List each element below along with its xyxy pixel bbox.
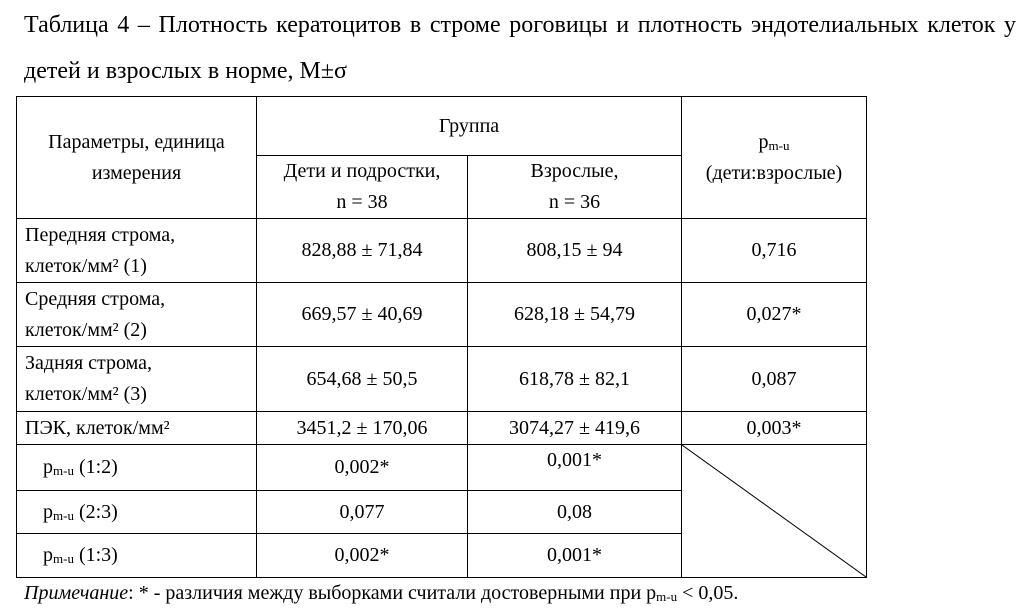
param-cell: Задняя строма, клеток/мм² (3) bbox=[16, 346, 257, 412]
value-cell: 0,001* bbox=[467, 533, 682, 578]
p-note: (дети:взрослые) bbox=[705, 161, 843, 184]
data-row: Средняя строма, клеток/мм² (2) 669,57 ± 40… bbox=[16, 282, 867, 347]
param-line: клеток/мм² (3) bbox=[25, 383, 147, 405]
header-line: Дети и подростки, bbox=[283, 160, 441, 182]
value-cell: 654,68 ± 50,5 bbox=[256, 346, 468, 412]
param-line: клеток/мм² (1) bbox=[25, 254, 147, 277]
header-line: Параметры, единица bbox=[48, 130, 225, 153]
note: Примечание: * - различия между выборками… bbox=[24, 578, 738, 608]
value-cell: 3074,27 ± 419,6 bbox=[467, 411, 682, 445]
data-table: Параметры, единица измерения Группа pm-u… bbox=[16, 96, 867, 578]
note-label: Примечание bbox=[24, 582, 129, 604]
value-cell: 808,15 ± 94 bbox=[467, 218, 682, 283]
value-cell: 0,08 bbox=[467, 490, 682, 534]
value-cell: 0,002* bbox=[256, 533, 468, 578]
header-line: Взрослые, bbox=[530, 160, 619, 182]
value-cell: 0,087 bbox=[681, 346, 867, 412]
adults-header: Взрослые, n = 36 bbox=[467, 155, 682, 219]
p-sub: m-u bbox=[768, 137, 790, 153]
diagonal bbox=[682, 445, 866, 577]
comparison-label: pm-u (2:3) bbox=[16, 490, 257, 534]
p-base: p bbox=[43, 500, 53, 523]
p-base: p bbox=[43, 544, 53, 566]
param-line: Передняя строма, bbox=[25, 223, 176, 246]
value-cell: 628,18 ± 54,79 bbox=[467, 282, 682, 347]
p-header: pm-u (дети:взрослые) bbox=[681, 96, 867, 219]
data-row: Задняя строма, клеток/мм² (3) 654,68 ± 50,… bbox=[16, 346, 867, 412]
comparison-row: pm-u (1:3) 0,002* 0,001* bbox=[16, 533, 867, 578]
value-cell: 828,88 ± 71,84 bbox=[256, 218, 468, 283]
pair: (1:2) bbox=[78, 456, 118, 478]
comparison-label: pm-u (1:3) bbox=[16, 533, 257, 578]
note-tail: < 0,05. bbox=[682, 582, 739, 604]
param-line: Средняя строма, bbox=[25, 287, 166, 310]
data-row: ПЭК, клеток/мм² 3451,2 ± 170,06 3074,27 ± … bbox=[16, 411, 867, 445]
note-p: p bbox=[646, 582, 657, 604]
header-line: измерения bbox=[91, 161, 182, 184]
data-row: Передняя строма, клеток/мм² (1) 828,88 ± 7… bbox=[16, 218, 867, 283]
comparison-label: pm-u (1:2) bbox=[16, 444, 257, 491]
header-row: Дети и подростки, n = 38 Взрослые, n = 3… bbox=[17, 155, 867, 219]
header-line: n = 38 bbox=[336, 191, 388, 213]
param-header: Параметры, единица измерения bbox=[16, 96, 257, 219]
comparison-row: pm-u (1:2) 0,002* 0,001* bbox=[16, 444, 867, 578]
value-cell: 669,57 ± 40,69 bbox=[256, 282, 468, 347]
comparison-row: pm-u (2:3) 0,077 0,08 bbox=[16, 490, 867, 534]
value-cell: 0,027* bbox=[681, 282, 867, 347]
note-text: : * - различия между выборками считали д… bbox=[128, 582, 642, 604]
caption: Таблица 4 – Плотность кератоцитов в стро… bbox=[24, 12, 1016, 84]
param-cell: ПЭК, клеток/мм² bbox=[16, 411, 257, 445]
table-body: Параметры, единица измерения Группа pm-u… bbox=[16, 96, 867, 578]
diagonal-cell bbox=[681, 444, 867, 578]
param-line: ПЭК, клеток/мм² bbox=[25, 416, 170, 439]
param-line: клеток/мм² (2) bbox=[25, 318, 147, 341]
value-cell: 618,78 ± 82,1 bbox=[467, 346, 682, 412]
diagonal-line bbox=[682, 445, 866, 577]
p-base: p bbox=[758, 130, 769, 153]
children-header: Дети и подростки, n = 38 bbox=[256, 155, 468, 219]
value-cell: 0,716 bbox=[681, 218, 867, 283]
p-sub: m-u bbox=[53, 463, 74, 478]
header-line: n = 36 bbox=[548, 191, 601, 213]
p-sub: m-u bbox=[53, 507, 74, 523]
param-line: Задняя строма, bbox=[25, 352, 153, 374]
p-label: pm-u bbox=[690, 127, 858, 158]
p-base: p bbox=[43, 456, 53, 478]
pair: (2:3) bbox=[78, 500, 118, 523]
group-header: Группа bbox=[256, 96, 682, 156]
header-row: Параметры, единица измерения Группа pm-u… bbox=[16, 96, 867, 219]
note-sub: m-u bbox=[656, 589, 678, 604]
p-sub: m-u bbox=[53, 551, 74, 566]
value-cell: 0,001* bbox=[467, 444, 682, 491]
pair: (1:3) bbox=[78, 544, 118, 566]
param-cell: Передняя строма, клеток/мм² (1) bbox=[16, 218, 257, 283]
value-cell: 0,077 bbox=[256, 490, 468, 534]
value-cell: 0,003* bbox=[681, 411, 867, 445]
value-cell: 3451,2 ± 170,06 bbox=[256, 411, 468, 445]
param-cell: Средняя строма, клеток/мм² (2) bbox=[16, 282, 257, 347]
value-cell: 0,002* bbox=[256, 444, 468, 491]
